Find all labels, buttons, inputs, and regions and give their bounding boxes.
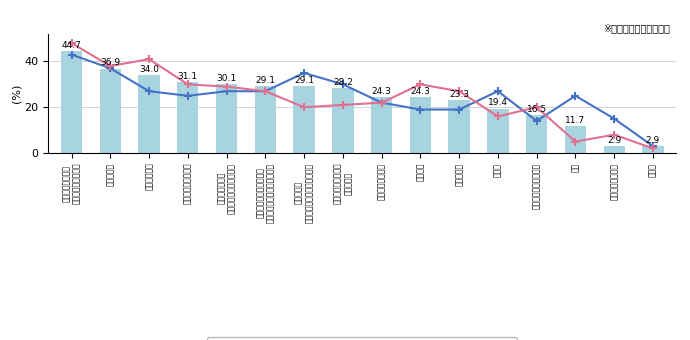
Bar [448, 100, 470, 153]
Bar [293, 86, 315, 153]
Bar [255, 86, 276, 153]
Text: 2.9: 2.9 [646, 136, 660, 145]
Text: ※数値は「全体」を表示: ※数値は「全体」を表示 [603, 23, 670, 33]
Text: 28.2: 28.2 [333, 78, 353, 87]
Bar [139, 75, 159, 153]
Text: 19.4: 19.4 [488, 99, 508, 107]
Bar [216, 84, 237, 153]
Text: 31.1: 31.1 [178, 72, 198, 81]
Text: 24.3: 24.3 [411, 87, 431, 96]
Text: 36.9: 36.9 [100, 58, 120, 67]
Bar [61, 51, 82, 153]
Text: 24.3: 24.3 [372, 87, 391, 96]
Bar [99, 69, 121, 153]
Legend: 全体(n=103), 男性(n=59), 女性(n=44): 全体(n=103), 男性(n=59), 女性(n=44) [207, 337, 518, 340]
Bar [410, 97, 431, 153]
Text: 2.9: 2.9 [607, 136, 621, 145]
Bar [526, 115, 547, 153]
Bar [642, 146, 664, 153]
Bar [565, 126, 586, 153]
Bar [371, 97, 393, 153]
Text: 30.1: 30.1 [217, 74, 237, 83]
Bar [177, 82, 199, 153]
Bar [487, 108, 509, 153]
Text: 29.1: 29.1 [294, 76, 314, 85]
Text: 44.7: 44.7 [61, 40, 81, 50]
Text: 16.5: 16.5 [526, 105, 546, 114]
Text: 29.1: 29.1 [255, 76, 275, 85]
Bar [604, 146, 625, 153]
Text: 23.3: 23.3 [449, 89, 469, 99]
Text: 11.7: 11.7 [565, 116, 586, 125]
Bar [332, 88, 353, 153]
Y-axis label: (%): (%) [12, 84, 21, 103]
Text: 34.0: 34.0 [139, 65, 159, 74]
